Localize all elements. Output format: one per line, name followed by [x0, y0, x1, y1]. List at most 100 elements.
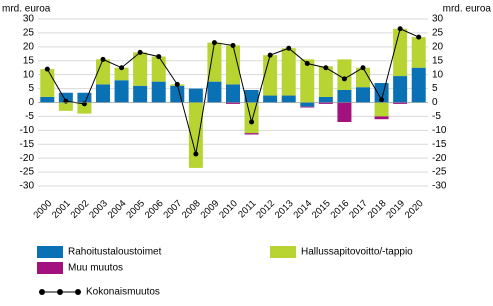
legend-marker	[75, 289, 81, 295]
y-tick-label: 10	[23, 69, 35, 80]
x-tick-label: 2005	[124, 198, 147, 221]
total-point	[156, 54, 162, 60]
y-axis-label: mrd. euroa	[2, 4, 51, 15]
y2-tick-label: -30	[432, 181, 447, 192]
x-tick-label: 2017	[347, 198, 370, 221]
bar-segment	[356, 87, 370, 103]
y2-tick-label: 30	[432, 14, 444, 25]
y2-tick-label: 20	[432, 41, 444, 52]
bar-segment	[226, 102, 240, 104]
total-point	[193, 151, 199, 157]
bar-segment	[318, 102, 333, 104]
bar-segment	[96, 59, 110, 85]
y2-tick-label: -20	[432, 153, 447, 164]
bar-segment	[318, 66, 333, 97]
y2-tick-label: -5	[432, 111, 441, 122]
legend-marker	[39, 289, 45, 295]
bar-segment	[114, 80, 129, 103]
bar-segment	[337, 59, 352, 90]
y-tick-label: -20	[20, 153, 35, 164]
y-tick-label: -10	[20, 125, 35, 136]
total-point	[323, 65, 329, 71]
bar-segment	[393, 102, 408, 104]
total-point	[360, 65, 366, 71]
bar-segment	[244, 89, 259, 103]
bar-segment	[77, 102, 92, 114]
bar-segment	[188, 88, 203, 103]
y2-tick-label: 15	[432, 55, 444, 66]
total-point	[137, 49, 143, 55]
bar-segment	[58, 102, 73, 111]
bar-segment	[300, 102, 315, 107]
x-tick-label: 2000	[31, 198, 54, 221]
bar-segment	[263, 95, 278, 103]
total-point	[230, 42, 236, 48]
x-tick-label: 2015	[310, 198, 333, 221]
bar-segment	[244, 102, 259, 134]
bar-segment	[58, 92, 73, 103]
y-tick-label: -5	[25, 111, 34, 122]
bar-segment	[133, 85, 148, 103]
y-tick-label: -25	[20, 167, 35, 178]
bar-segment	[170, 85, 185, 103]
bar-segment	[151, 81, 166, 103]
bar-segment	[281, 48, 296, 96]
total-point	[119, 65, 125, 71]
bar-segment	[207, 81, 222, 103]
bar-segment	[374, 116, 389, 120]
x-tick-label: 2012	[254, 198, 277, 221]
bar-segment	[226, 84, 240, 103]
bar-segment	[188, 102, 203, 168]
legend-swatch	[37, 262, 63, 274]
total-point	[416, 34, 422, 40]
total-point	[63, 98, 69, 104]
bar-segment	[207, 42, 222, 82]
y2-tick-label: 0	[432, 97, 438, 108]
bar-segment	[411, 37, 426, 68]
x-tick-label: 2003	[87, 198, 110, 221]
bar-segment	[337, 89, 352, 103]
y2-tick-label: 25	[432, 28, 444, 39]
legend-label: Hallussapitovoitto/-tappio	[301, 247, 413, 258]
y2-tick-label: 5	[432, 83, 438, 94]
x-tick-label: 2011	[236, 198, 258, 220]
bar-segment	[133, 52, 148, 86]
x-tick-label: 2013	[273, 198, 296, 221]
x-tick-label: 2004	[106, 198, 129, 221]
y-tick-label: 15	[23, 55, 35, 66]
legend-label: Muu muutos	[68, 263, 123, 274]
y2-tick-label: -10	[432, 125, 447, 136]
total-point	[286, 45, 292, 51]
x-tick-label: 2006	[143, 198, 166, 221]
x-tick-label: 2009	[199, 198, 222, 221]
bar-segment	[281, 95, 296, 103]
legend-label: Kokonaismuutos	[86, 287, 160, 298]
bar-segment	[393, 28, 408, 77]
bar-segment	[40, 96, 55, 103]
x-tick-label: 2018	[366, 198, 389, 221]
total-point	[249, 119, 255, 125]
x-tick-label: 2008	[180, 198, 203, 221]
x-tick-label: 2001	[50, 198, 73, 221]
bar-segment	[77, 92, 92, 103]
legend-swatch	[270, 246, 296, 258]
y-tick-label: 30	[23, 14, 35, 25]
total-point	[44, 66, 50, 72]
bar-segment	[318, 96, 333, 103]
x-tick-label: 2016	[329, 198, 352, 221]
total-point	[341, 76, 347, 82]
y-tick-label: -30	[20, 181, 35, 192]
bar-segment	[151, 56, 166, 82]
bar-segment	[356, 67, 370, 88]
y-tick-label: 25	[23, 28, 35, 39]
total-point	[211, 40, 217, 46]
x-tick-label: 2010	[217, 198, 240, 221]
bar-segment	[300, 59, 315, 103]
bar-segment	[263, 55, 278, 96]
bar-segment	[96, 84, 110, 103]
y2-tick-label: -25	[432, 167, 447, 178]
total-point	[100, 56, 106, 62]
bar-segment	[374, 102, 389, 117]
legend-marker	[57, 289, 63, 295]
